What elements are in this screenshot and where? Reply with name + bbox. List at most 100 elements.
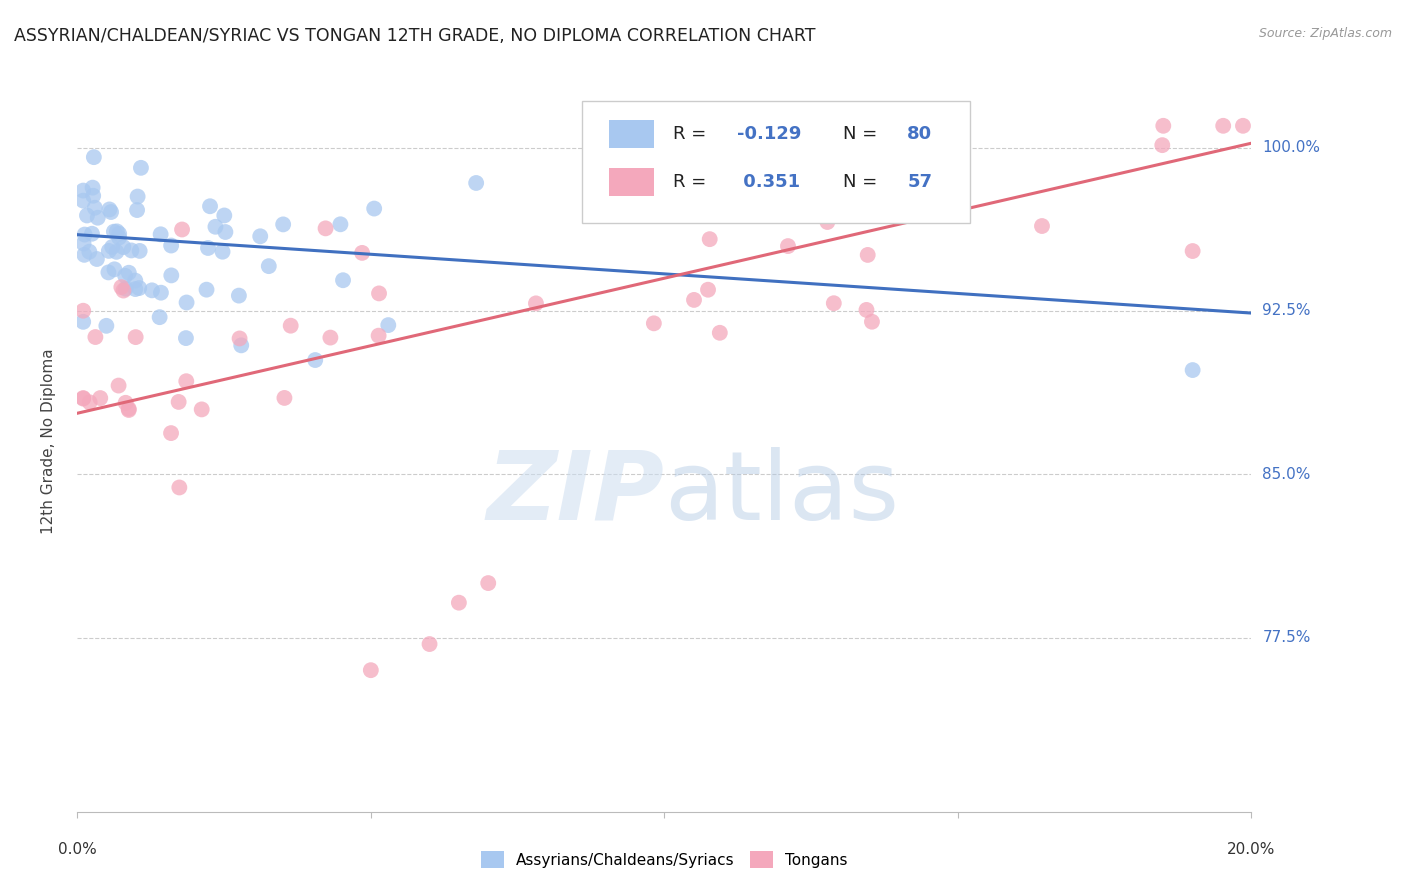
Point [107, 378, 129, 392]
Text: ZIP: ZIP [486, 447, 665, 540]
Point [89, 391, 111, 405]
Point [524, 296, 547, 310]
Point [363, 202, 385, 216]
Text: atlas: atlas [665, 447, 900, 540]
Point [170, 222, 193, 236]
Point [709, 326, 731, 340]
Point [72, 303, 94, 318]
Point [273, 391, 295, 405]
Point [332, 273, 354, 287]
Point [127, 189, 149, 203]
Point [699, 232, 721, 246]
Point [738, 207, 761, 221]
Point [683, 293, 706, 307]
Y-axis label: 12th Grade, No Diploma: 12th Grade, No Diploma [42, 349, 56, 534]
Point [120, 244, 142, 258]
Point [141, 283, 163, 297]
Point [360, 663, 382, 677]
Point [112, 240, 135, 254]
Point [128, 244, 150, 258]
Legend: Assyrians/Chaldeans/Syriacs, Tongans: Assyrians/Chaldeans/Syriacs, Tongans [475, 845, 853, 874]
Point [352, 246, 374, 260]
Point [108, 227, 131, 241]
Point [477, 576, 499, 591]
Text: 77.5%: 77.5% [1263, 630, 1310, 645]
Point [1212, 119, 1234, 133]
Text: 85.0%: 85.0% [1263, 467, 1310, 482]
Text: N =: N = [842, 125, 883, 144]
Point [101, 240, 124, 254]
Point [280, 318, 302, 333]
Point [73, 248, 96, 262]
Point [329, 217, 352, 231]
Point [169, 480, 191, 494]
Point [110, 280, 132, 294]
Point [1232, 119, 1254, 133]
Point [195, 283, 218, 297]
Point [228, 288, 250, 302]
Text: 92.5%: 92.5% [1263, 303, 1310, 318]
Point [160, 426, 183, 441]
Point [860, 315, 883, 329]
Point [96, 318, 118, 333]
Text: 0.0%: 0.0% [58, 842, 97, 857]
Point [83, 150, 105, 164]
Point [118, 266, 141, 280]
Point [108, 230, 131, 244]
Point [367, 328, 389, 343]
Point [118, 401, 141, 416]
Point [204, 219, 226, 234]
Point [697, 283, 720, 297]
FancyBboxPatch shape [609, 120, 654, 148]
Text: R =: R = [672, 125, 711, 144]
Point [79, 244, 101, 259]
Text: Source: ZipAtlas.com: Source: ZipAtlas.com [1258, 27, 1392, 40]
Text: 20.0%: 20.0% [1227, 842, 1275, 857]
Point [129, 161, 152, 175]
Point [118, 403, 141, 417]
Point [125, 202, 148, 217]
Point [83, 201, 105, 215]
Point [112, 284, 135, 298]
Point [114, 268, 136, 283]
Point [84, 330, 107, 344]
Point [931, 177, 953, 191]
Point [643, 316, 665, 330]
Point [98, 202, 121, 217]
Point [72, 391, 94, 405]
Point [776, 239, 799, 253]
Point [79, 395, 101, 409]
Point [856, 248, 879, 262]
Point [103, 225, 125, 239]
Point [368, 286, 391, 301]
Point [419, 637, 441, 651]
Text: 0.351: 0.351 [737, 173, 800, 192]
Point [1181, 244, 1204, 258]
Point [97, 244, 120, 258]
Point [228, 331, 250, 345]
Point [231, 338, 253, 352]
Point [214, 225, 236, 239]
Point [80, 227, 103, 241]
Point [214, 209, 236, 223]
Point [72, 194, 94, 208]
FancyBboxPatch shape [582, 101, 970, 223]
Point [1181, 363, 1204, 377]
Point [855, 302, 877, 317]
Point [174, 374, 197, 388]
Point [124, 282, 146, 296]
Point [1152, 119, 1174, 133]
Point [249, 229, 271, 244]
Point [1031, 219, 1053, 233]
Text: N =: N = [842, 173, 883, 192]
Point [211, 244, 233, 259]
Point [114, 396, 136, 410]
Point [87, 211, 110, 225]
Point [197, 241, 219, 255]
Point [114, 282, 136, 296]
Point [105, 224, 128, 238]
Point [257, 259, 280, 273]
Point [105, 244, 128, 259]
Point [149, 310, 172, 325]
Point [447, 596, 470, 610]
